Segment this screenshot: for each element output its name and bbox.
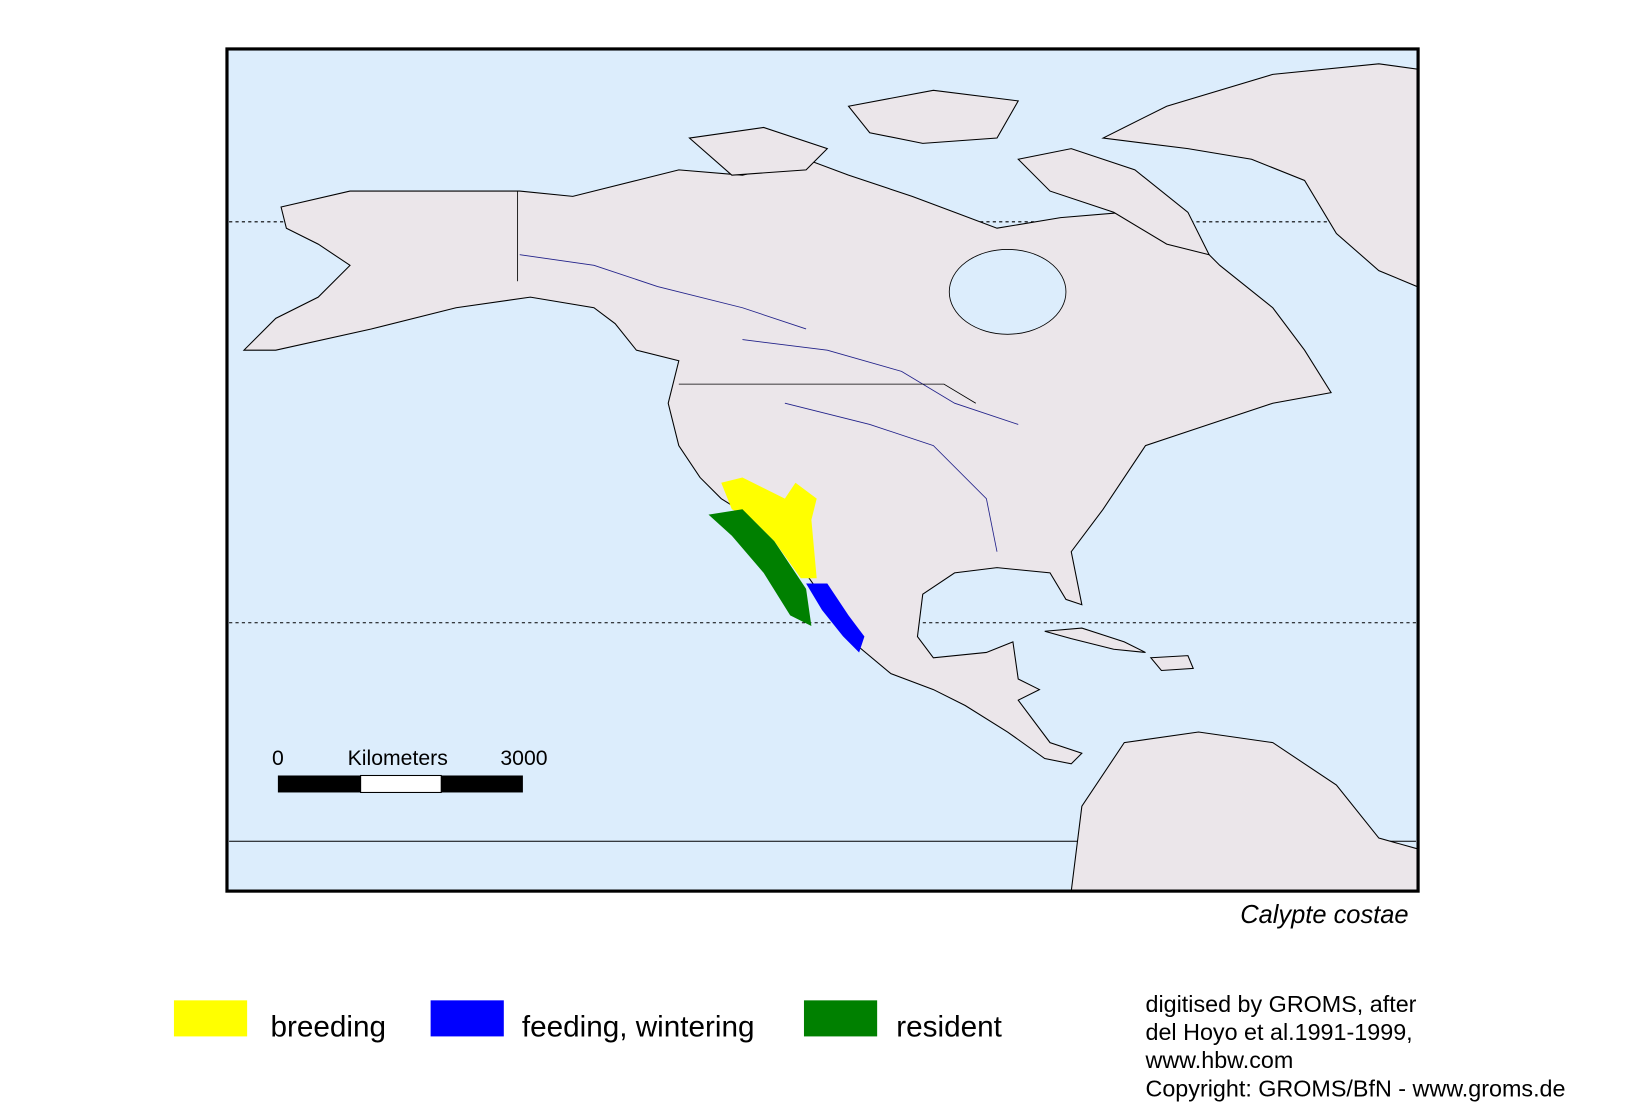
- river: [742, 339, 1019, 425]
- river: [784, 402, 998, 552]
- border: [678, 383, 977, 404]
- legend-label: resident: [896, 1010, 1002, 1043]
- hudson-bay: [948, 248, 1067, 335]
- credit-line: digitised by GROMS, after: [1145, 991, 1416, 1017]
- scale-unit: Kilometers: [348, 747, 448, 770]
- greenland: [1101, 63, 1418, 288]
- cuba: [1044, 627, 1146, 653]
- species-name: Calypte costae: [1240, 901, 1408, 929]
- range-breeding: [721, 477, 817, 579]
- credit-line: www.hbw.com: [1144, 1047, 1293, 1073]
- legend-swatch: [173, 1000, 248, 1037]
- scale-segment: [277, 775, 361, 793]
- scale-bar: 0 Kilometers 3000: [272, 747, 548, 793]
- legend: breeding feeding, wintering resident: [173, 1000, 1003, 1043]
- legend-swatch: [430, 1000, 504, 1037]
- range-wintering: [806, 583, 865, 653]
- credit-line: Copyright: GROMS/BfN - www.groms.de: [1145, 1075, 1565, 1101]
- scale-start: 0: [272, 747, 284, 770]
- baffin-island: [1017, 148, 1211, 256]
- river: [519, 254, 807, 330]
- scale-segment: [441, 775, 523, 793]
- legend-label: breeding: [270, 1010, 386, 1043]
- map: [225, 47, 1420, 893]
- arctic-island: [688, 126, 829, 176]
- map-frame: [225, 47, 1420, 893]
- hispaniola: [1149, 655, 1195, 672]
- legend-swatch: [803, 1000, 878, 1037]
- credit-line: del Hoyo et al.1991-1999,: [1145, 1019, 1412, 1045]
- scale-segment: [360, 774, 442, 793]
- arctic-island: [847, 89, 1020, 144]
- legend-label: feeding, wintering: [522, 1010, 755, 1043]
- range-resident: [708, 509, 812, 626]
- scale-end: 3000: [500, 747, 547, 770]
